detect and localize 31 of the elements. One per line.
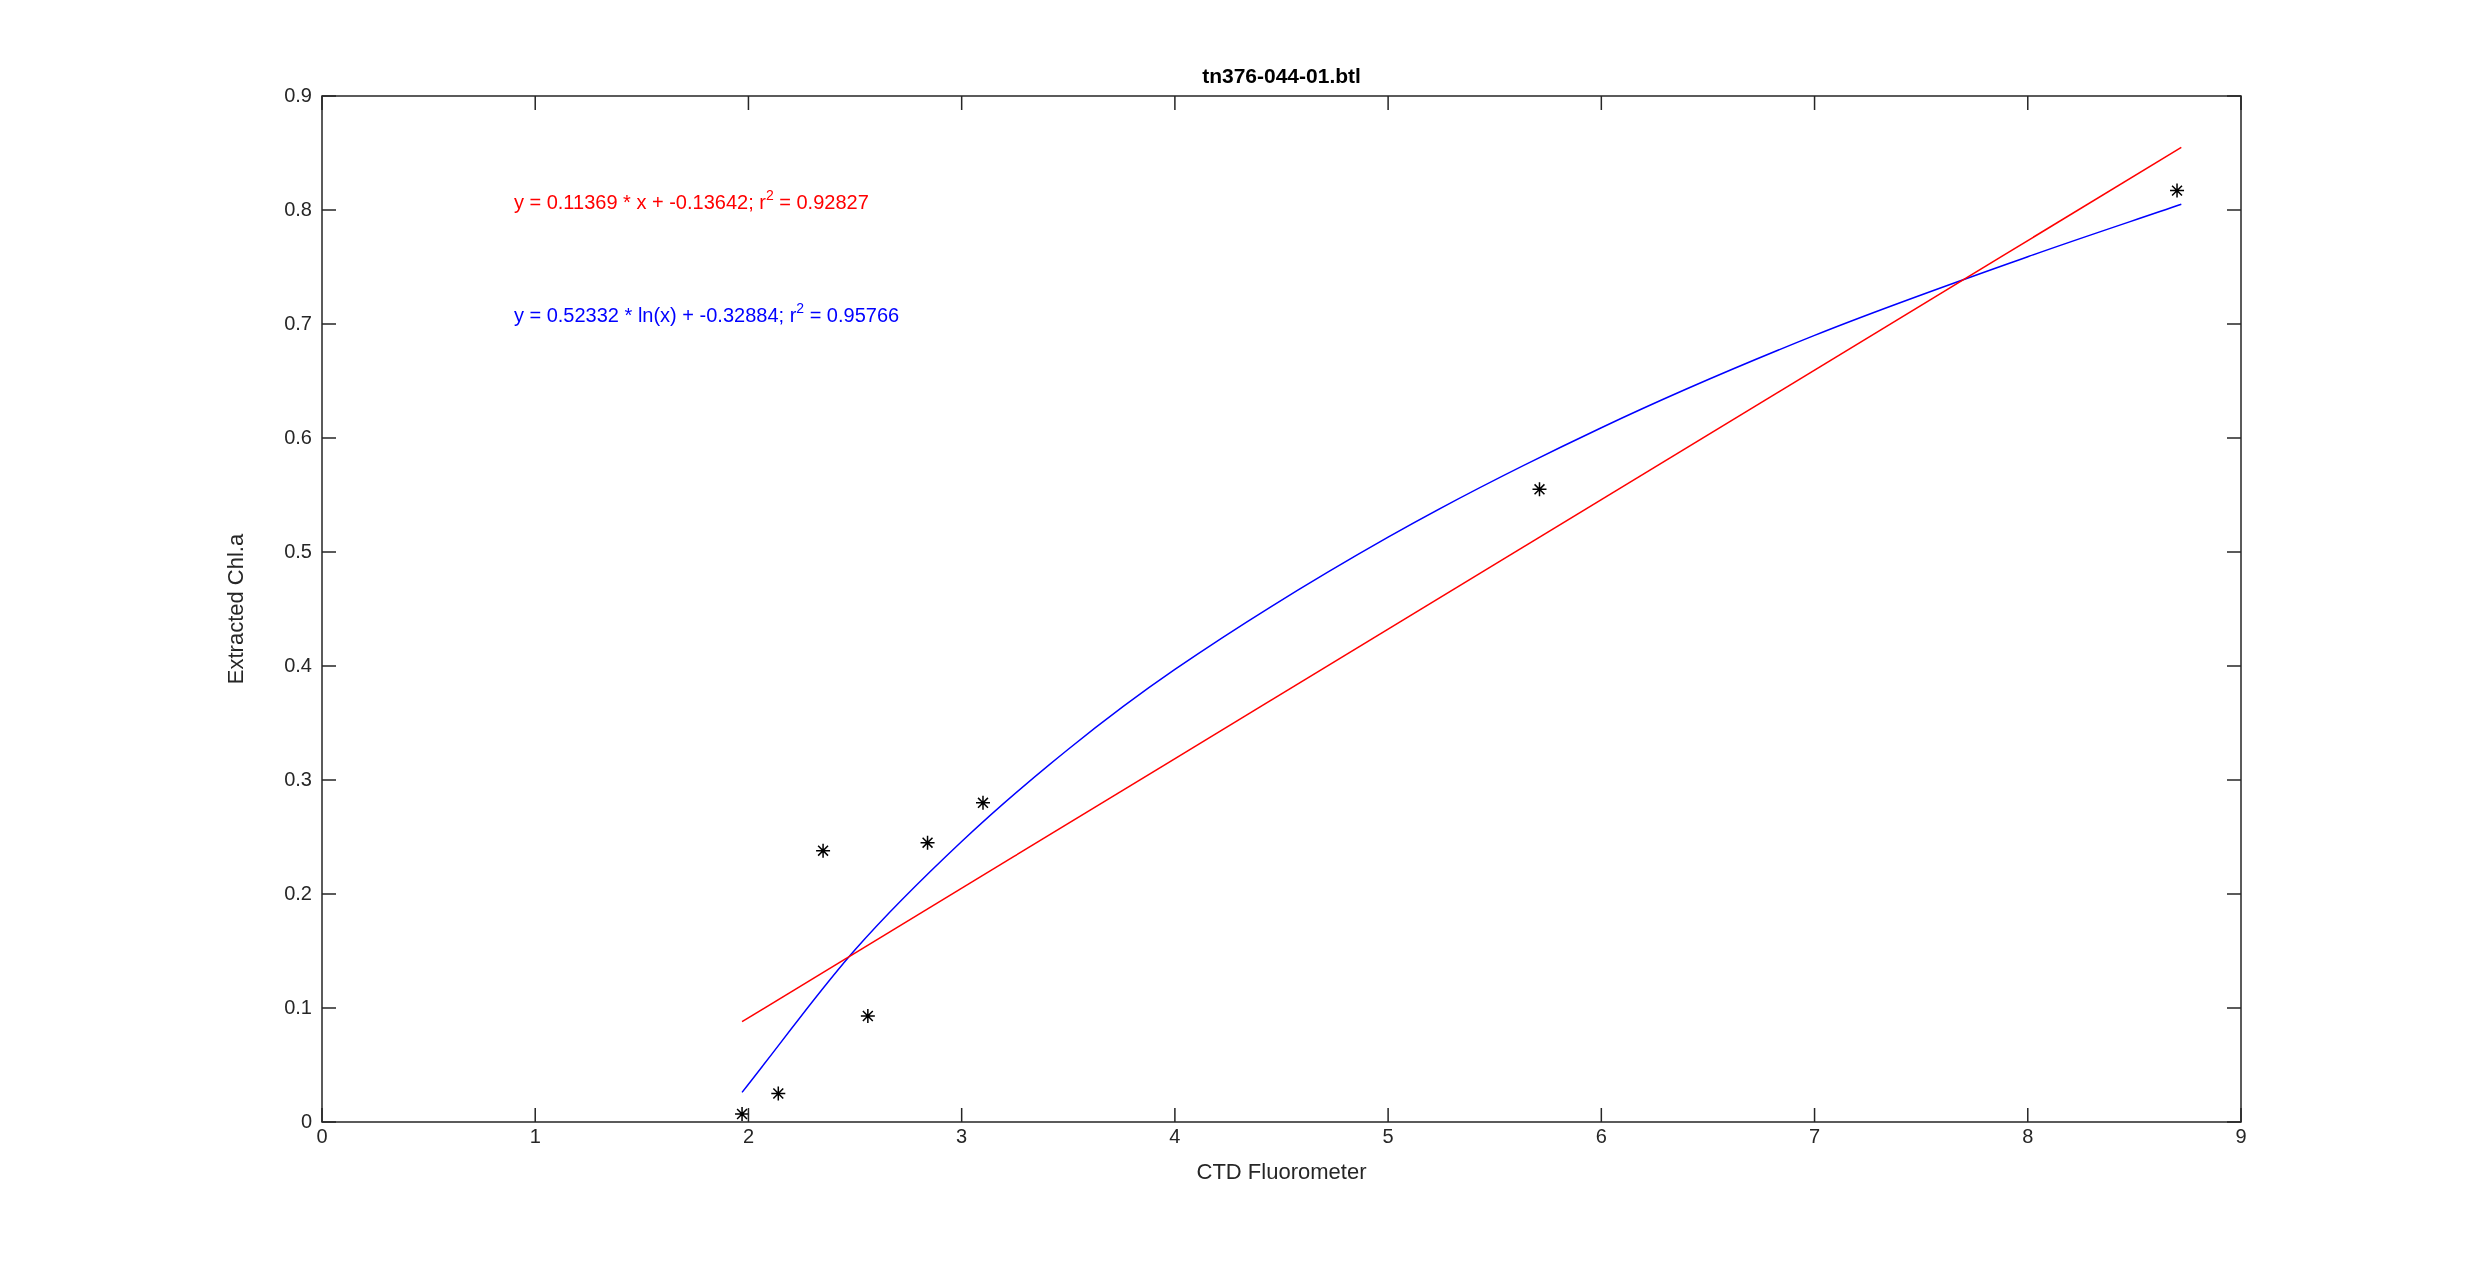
- x-axis-title: CTD Fluorometer: [1196, 1159, 1367, 1185]
- y-tick-label: 0.9: [284, 83, 312, 106]
- x-tick-label: 1: [529, 1124, 541, 1147]
- chart-title: tn376-044-01.btl: [1202, 64, 1361, 88]
- point: [734, 1106, 750, 1122]
- point: [860, 1008, 876, 1024]
- x-tick-label: 0: [316, 1124, 328, 1147]
- y-tick-label: 0.5: [284, 539, 312, 562]
- point: [919, 834, 936, 851]
- point: [2169, 182, 2185, 199]
- y-tick-label: 0.1: [284, 995, 312, 1018]
- y-axis-title: Extracted Chl.a: [223, 533, 249, 685]
- point: [770, 1085, 787, 1102]
- y-tick-label: 0.7: [284, 311, 312, 334]
- x-tick-label: 3: [956, 1124, 968, 1147]
- x-tick-label: 5: [1382, 1124, 1394, 1147]
- point: [1531, 481, 1548, 498]
- point: [815, 842, 831, 859]
- x-tick-label: 4: [1169, 1124, 1181, 1147]
- x-tick-label: 2: [742, 1124, 755, 1147]
- x-tick-label: 9: [2235, 1124, 2247, 1147]
- y-tick-label: 0: [300, 1109, 312, 1132]
- point: [975, 795, 991, 811]
- y-tick-label: 0.3: [284, 767, 312, 790]
- y-tick-label: 0.4: [284, 653, 312, 676]
- y-tick-label: 0.6: [284, 425, 312, 448]
- y-tick-label: 0.8: [284, 197, 312, 220]
- x-tick-label: 6: [1595, 1124, 1607, 1147]
- x-tick-label: 7: [1808, 1124, 1821, 1147]
- y-tick-label: 0.2: [284, 881, 312, 904]
- x-tick-label: 8: [2022, 1124, 2034, 1147]
